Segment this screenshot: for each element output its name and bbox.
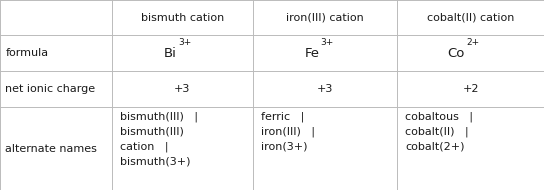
Text: alternate names: alternate names bbox=[5, 144, 97, 154]
Text: +3: +3 bbox=[317, 84, 333, 94]
Text: bismuth(3+): bismuth(3+) bbox=[120, 156, 190, 166]
Text: 3+: 3+ bbox=[321, 38, 334, 47]
Text: cobalt(II)   |: cobalt(II) | bbox=[405, 126, 469, 137]
Text: iron(III)   |: iron(III) | bbox=[261, 126, 315, 137]
Text: Fe: Fe bbox=[305, 47, 320, 60]
Text: iron(3+): iron(3+) bbox=[261, 141, 307, 151]
Text: net ionic charge: net ionic charge bbox=[5, 84, 96, 94]
Text: +2: +2 bbox=[462, 84, 479, 94]
Text: bismuth cation: bismuth cation bbox=[140, 13, 224, 23]
Text: ferric   |: ferric | bbox=[261, 111, 305, 122]
Text: cobalt(2+): cobalt(2+) bbox=[405, 141, 465, 151]
Text: bismuth(III): bismuth(III) bbox=[120, 126, 183, 136]
Text: Co: Co bbox=[448, 47, 465, 60]
Text: 2+: 2+ bbox=[466, 38, 479, 47]
Text: Bi: Bi bbox=[164, 47, 177, 60]
Text: formula: formula bbox=[5, 48, 48, 58]
Text: iron(III) cation: iron(III) cation bbox=[286, 13, 364, 23]
Text: cation   |: cation | bbox=[120, 141, 168, 152]
Text: 3+: 3+ bbox=[178, 38, 191, 47]
Text: bismuth(III)   |: bismuth(III) | bbox=[120, 111, 197, 122]
Text: cobaltous   |: cobaltous | bbox=[405, 111, 473, 122]
Text: cobalt(II) cation: cobalt(II) cation bbox=[427, 13, 514, 23]
Text: +3: +3 bbox=[174, 84, 190, 94]
